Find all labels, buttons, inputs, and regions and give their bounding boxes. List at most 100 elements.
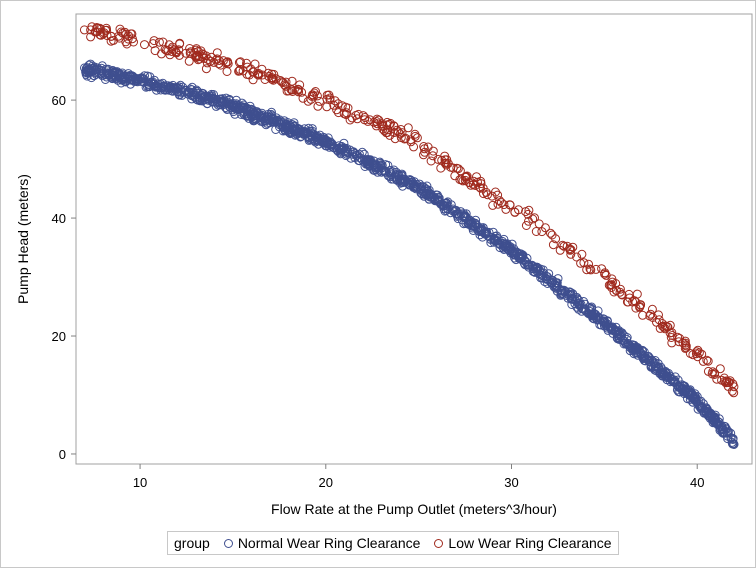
data-point	[563, 293, 573, 303]
data-point	[608, 277, 617, 287]
data-point	[345, 115, 355, 125]
data-point	[450, 171, 460, 181]
data-point	[703, 356, 713, 366]
data-point	[680, 381, 690, 391]
data-point	[487, 191, 497, 201]
data-point	[680, 338, 690, 348]
data-point	[436, 163, 446, 173]
data-point	[701, 408, 711, 418]
data-point	[102, 31, 112, 40]
data-point	[541, 271, 551, 281]
data-point	[467, 217, 477, 227]
legend-label-low: Low Wear Ring Clearance	[448, 535, 612, 551]
data-point	[174, 45, 184, 55]
data-point	[659, 322, 669, 332]
data-point	[234, 66, 244, 76]
data-point	[309, 136, 319, 146]
data-point	[127, 34, 137, 44]
data-point	[275, 76, 285, 85]
data-point	[472, 172, 481, 182]
data-point	[646, 362, 656, 372]
data-point	[324, 142, 334, 152]
data-point	[430, 195, 439, 204]
data-point	[654, 310, 663, 320]
data-point	[617, 290, 627, 300]
plot-area	[75, 13, 753, 465]
data-point	[165, 82, 175, 92]
data-point	[409, 142, 419, 152]
data-point	[695, 402, 705, 412]
legend-item-normal: Normal Wear Ring Clearance	[223, 535, 420, 551]
data-point	[193, 95, 203, 105]
x-tick-label: 20	[319, 475, 333, 490]
data-point	[357, 155, 367, 165]
data-point	[287, 76, 297, 86]
data-point	[361, 156, 371, 166]
data-point	[520, 260, 530, 270]
data-point	[281, 120, 291, 130]
data-point	[150, 46, 160, 56]
data-point	[297, 87, 307, 97]
data-point	[198, 52, 207, 61]
data-point	[722, 377, 732, 387]
data-point	[666, 333, 676, 342]
data-point	[536, 270, 546, 280]
data-point	[202, 58, 212, 68]
data-point	[303, 96, 313, 106]
data-point	[426, 156, 436, 166]
data-point	[103, 64, 113, 74]
data-point	[678, 338, 688, 348]
data-point	[84, 66, 94, 76]
data-point	[313, 101, 323, 111]
data-point	[604, 280, 614, 290]
data-point	[473, 177, 482, 187]
data-point	[428, 151, 438, 161]
data-point	[79, 25, 89, 35]
series-normal	[80, 59, 739, 449]
data-point	[92, 23, 102, 32]
data-point	[203, 55, 213, 65]
data-point	[691, 396, 700, 406]
data-point	[412, 183, 422, 192]
data-point	[152, 82, 162, 92]
data-point	[192, 51, 202, 61]
data-point	[647, 304, 657, 314]
data-point	[140, 40, 149, 50]
data-point	[251, 110, 261, 120]
data-point	[488, 200, 498, 210]
data-point	[332, 105, 342, 115]
data-point	[123, 34, 133, 44]
data-point	[574, 298, 584, 308]
data-point	[617, 328, 627, 338]
data-point	[441, 160, 451, 170]
data-point	[291, 125, 301, 135]
data-point	[574, 304, 584, 314]
data-point	[577, 249, 587, 259]
x-axis-label: Flow Rate at the Pump Outlet (meters^3/h…	[271, 501, 557, 517]
data-point	[184, 56, 194, 66]
data-point	[179, 87, 189, 97]
data-point	[589, 314, 599, 324]
data-point	[392, 125, 402, 135]
data-point	[376, 160, 386, 170]
data-point	[718, 428, 728, 438]
data-point	[479, 228, 489, 238]
data-point	[415, 182, 425, 192]
data-point	[645, 353, 654, 363]
data-point	[566, 291, 576, 300]
data-point	[528, 214, 538, 224]
data-point	[261, 114, 271, 124]
data-point	[116, 27, 126, 37]
data-point	[238, 66, 248, 76]
legend-title: group	[174, 535, 210, 551]
data-point	[547, 277, 557, 287]
data-point	[601, 270, 611, 280]
x-tick-label: 10	[133, 475, 147, 490]
data-point	[267, 69, 277, 79]
data-point	[566, 249, 576, 259]
data-point	[498, 243, 508, 253]
data-point	[278, 78, 288, 88]
data-point	[397, 178, 407, 187]
data-point	[657, 319, 667, 328]
data-point	[651, 361, 661, 371]
